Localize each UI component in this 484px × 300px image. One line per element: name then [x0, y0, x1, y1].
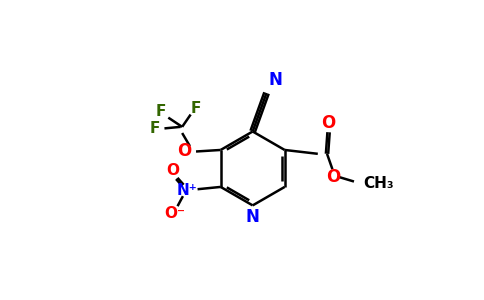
Text: O: O	[321, 114, 336, 132]
Text: N: N	[268, 71, 282, 89]
Text: F: F	[150, 121, 160, 136]
Text: F: F	[155, 104, 166, 119]
Text: O: O	[166, 163, 180, 178]
Text: O: O	[177, 142, 191, 160]
Text: O⁻: O⁻	[164, 206, 185, 221]
Text: N: N	[246, 208, 259, 226]
Text: O: O	[326, 168, 340, 186]
Text: F: F	[191, 101, 201, 116]
Text: N⁺: N⁺	[176, 183, 197, 198]
Text: CH₃: CH₃	[363, 176, 394, 190]
